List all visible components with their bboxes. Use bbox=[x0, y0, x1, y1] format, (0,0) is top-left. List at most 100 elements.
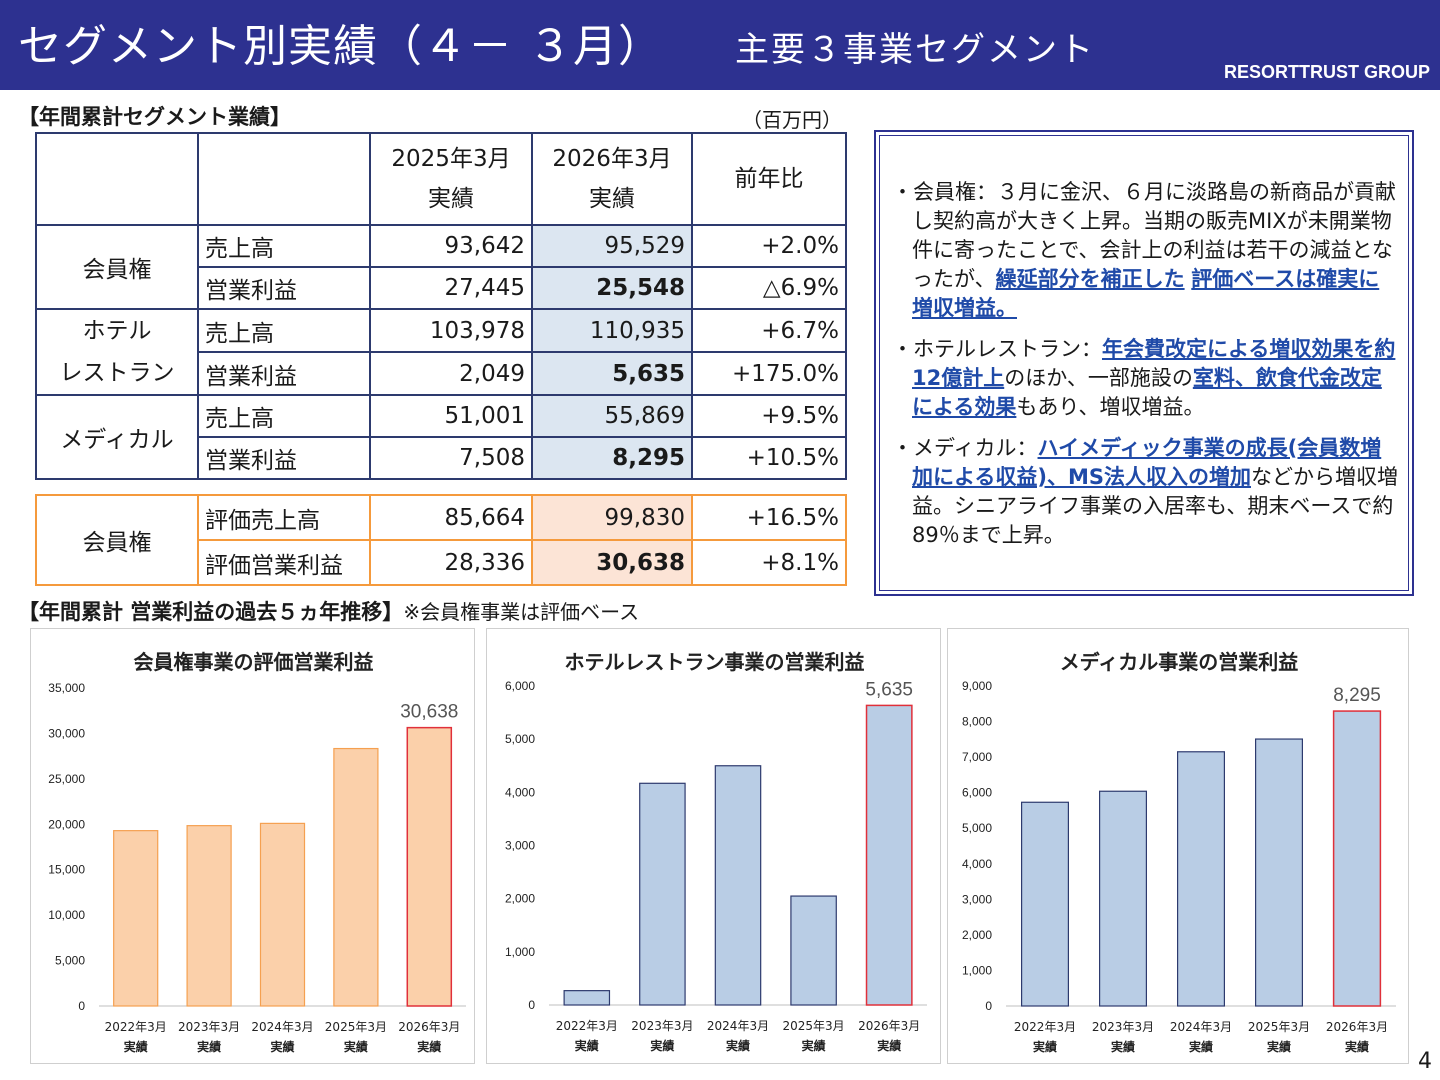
bar bbox=[186, 825, 232, 1007]
yoy-value: +2.0% bbox=[691, 224, 847, 268]
table-row: 会員権 売上高 93,642 95,529 +2.0% bbox=[35, 224, 847, 310]
note-highlight: 室料、飲食代金改定による効果 bbox=[912, 366, 1382, 419]
yoy-value: △6.9% bbox=[691, 266, 847, 310]
item-label: 営業利益 bbox=[197, 436, 371, 480]
x-tick-label: 実績 bbox=[650, 1038, 674, 1053]
y-tick-label: 15,000 bbox=[48, 863, 85, 877]
x-tick-label: 実績 bbox=[1189, 1039, 1213, 1054]
x-tick-label: 実績 bbox=[344, 1039, 368, 1054]
segment-label: 会員権 bbox=[35, 224, 199, 310]
chart-title: 会員権事業の評価営業利益 bbox=[134, 650, 374, 674]
bar bbox=[1255, 738, 1304, 1007]
chart-hotel: ホテルレストラン事業の営業利益 0 1,000 2,000 3,000 4,000 5,00… bbox=[486, 628, 941, 1064]
prev-value: 93,642 bbox=[369, 224, 533, 268]
table-unit: （百万円） bbox=[742, 108, 842, 132]
table-header-row: 2025年3月 実績 2026年3月 実績 前年比 bbox=[35, 132, 847, 226]
x-tick-label: 実績 bbox=[1033, 1039, 1057, 1054]
x-tick-label: 実績 bbox=[197, 1039, 221, 1054]
yoy-value: +175.0% bbox=[691, 351, 847, 396]
y-tick-label: 0 bbox=[78, 999, 85, 1013]
header-prev-year-line2: 実績 bbox=[428, 186, 474, 212]
curr-value: 8,295 bbox=[531, 436, 693, 480]
commentary-inner: ・会員権：３月に金沢、６月に淡路島の新商品が貢献し契約高が大きく上昇。当期の販売… bbox=[879, 135, 1409, 591]
y-tick-label: 2,000 bbox=[962, 928, 992, 942]
segment-label: ホテル レストラン bbox=[35, 308, 199, 396]
x-tick-label: 2024年3月 bbox=[1170, 1020, 1232, 1034]
x-tick-label: 実績 bbox=[1345, 1039, 1369, 1054]
header-curr-year-line2: 実績 bbox=[589, 186, 635, 212]
header-prev-year-line1: 2025年3月 bbox=[391, 146, 511, 172]
x-tick-label: 2023年3月 bbox=[1092, 1020, 1154, 1034]
bar bbox=[259, 822, 306, 1007]
x-tick-label: 2025年3月 bbox=[783, 1019, 845, 1033]
y-tick-label: 30,000 bbox=[48, 726, 85, 740]
x-tick-label: 2026年3月 bbox=[398, 1020, 460, 1034]
bar bbox=[113, 830, 159, 1007]
header-empty-cell bbox=[35, 132, 199, 226]
bar bbox=[790, 895, 837, 1006]
x-tick-label: 2024年3月 bbox=[707, 1019, 769, 1033]
y-tick-label: 0 bbox=[528, 998, 535, 1012]
chart-section-heading: 【年間累計 営業利益の過去５ヵ年推移】 bbox=[18, 600, 404, 624]
item-label: 評価営業利益 bbox=[197, 539, 371, 586]
table-row: メディカル 売上高 51,001 55,869 +9.5% bbox=[35, 394, 847, 480]
bar bbox=[714, 765, 762, 1006]
y-tick-label: 8,000 bbox=[962, 715, 992, 729]
bar bbox=[1177, 751, 1226, 1007]
commentary-box: ・会員権：３月に金沢、６月に淡路島の新商品が貢献し契約高が大きく上昇。当期の販売… bbox=[874, 130, 1414, 596]
x-tick-label: 実績 bbox=[575, 1038, 599, 1053]
chart-title: メディカル事業の営業利益 bbox=[1060, 650, 1299, 674]
note-highlight: 繰延部分を補正した bbox=[995, 267, 1185, 291]
prev-value: 28,336 bbox=[369, 539, 533, 586]
yoy-value: +16.5% bbox=[691, 494, 847, 541]
y-tick-label: 3,000 bbox=[962, 892, 992, 906]
y-tick-label: 2,000 bbox=[505, 892, 535, 906]
y-tick-label: 20,000 bbox=[48, 817, 85, 831]
brand-logo-text: RESORTTRUST GROUP bbox=[1223, 62, 1430, 82]
bar bbox=[639, 782, 686, 1006]
note-highlight: ハイメディック事業の成長(会員数増加による収益)、MS法人収入の増加 bbox=[912, 436, 1382, 489]
curr-value: 25,548 bbox=[531, 266, 693, 310]
bar bbox=[1099, 790, 1148, 1007]
note-highlight: 評価ベースは確実に増収増益。 bbox=[912, 267, 1380, 320]
y-tick-label: 7,000 bbox=[962, 750, 992, 764]
x-tick-label: 実績 bbox=[877, 1038, 901, 1053]
bar bbox=[406, 726, 453, 1007]
note-text: のほか、一部施設の bbox=[1004, 366, 1193, 390]
chart-medical-svg: メディカル事業の営業利益 0 1,000 2,000 3,000 4,000 5,000 6,… bbox=[962, 650, 1396, 1054]
header-curr-year-line1: 2026年3月 bbox=[552, 146, 672, 172]
table-row: 営業利益 7,508 8,295 +10.5% bbox=[36, 436, 847, 480]
segment-label-line1: ホテル bbox=[82, 318, 152, 344]
y-tick-label: 35,000 bbox=[48, 681, 85, 695]
prev-value: 7,508 bbox=[369, 436, 533, 480]
item-label: 売上高 bbox=[197, 224, 371, 268]
note-text: ・ホテルレストラン： bbox=[892, 337, 1102, 361]
x-tick-label: 2025年3月 bbox=[1248, 1020, 1310, 1034]
x-tick-label: 実績 bbox=[1267, 1039, 1291, 1054]
y-tick-label: 1,000 bbox=[505, 945, 535, 959]
y-tick-label: 5,000 bbox=[962, 821, 992, 835]
bar bbox=[333, 747, 379, 1007]
item-label: 売上高 bbox=[197, 394, 371, 438]
note-text: もあり、増収増益。 bbox=[1016, 395, 1205, 419]
page-title: セグメント別実績（４－ ３月） bbox=[18, 21, 663, 72]
y-tick-label: 4,000 bbox=[962, 857, 992, 871]
segment-label: メディカル bbox=[35, 394, 199, 480]
x-tick-label: 2025年3月 bbox=[325, 1020, 387, 1034]
page-number: 4 bbox=[1418, 1049, 1432, 1074]
note-medical: ・メディカル：ハイメディック事業の成長(会員数増加による収益)、MS法人収入の増… bbox=[892, 434, 1398, 550]
y-tick-label: 9,000 bbox=[962, 679, 992, 693]
y-tick-label: 5,000 bbox=[55, 954, 85, 968]
data-label: 30,638 bbox=[400, 702, 458, 723]
yoy-value: +9.5% bbox=[691, 394, 847, 438]
x-tick-label: 実績 bbox=[726, 1038, 750, 1053]
evaluation-basis-table: 会員権 評価売上高 85,664 99,830 +16.5% 評価営業利益 28… bbox=[35, 494, 847, 586]
curr-value: 110,935 bbox=[531, 308, 693, 353]
yoy-value: +8.1% bbox=[691, 539, 847, 586]
curr-value: 5,635 bbox=[531, 351, 693, 396]
header-curr-year: 2026年3月 実績 bbox=[531, 132, 693, 226]
chart-medical: メディカル事業の営業利益 0 1,000 2,000 3,000 4,000 5,000 6,… bbox=[947, 628, 1409, 1064]
item-label: 営業利益 bbox=[197, 266, 371, 310]
x-tick-label: 実績 bbox=[270, 1039, 294, 1054]
segment-performance-table: 2025年3月 実績 2026年3月 実績 前年比 会員権 売上高 93,642 9… bbox=[35, 132, 847, 480]
